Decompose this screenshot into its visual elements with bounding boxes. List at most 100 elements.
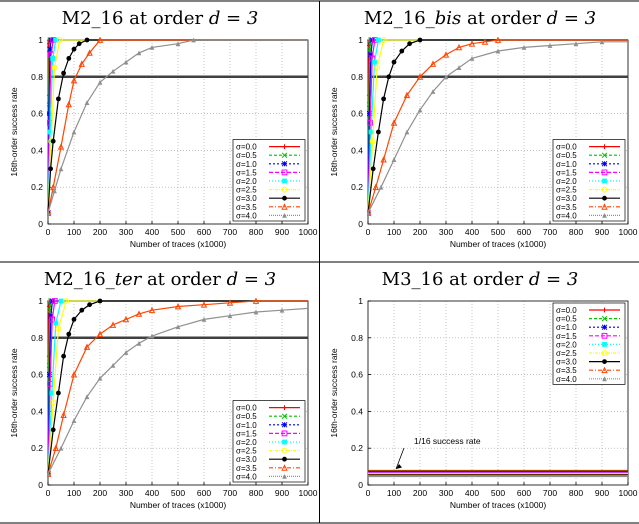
y-tick-label: 1: [38, 296, 43, 306]
legend: σ=0.0σ=0.5σ=1.0σ=1.5σ=2.0σ=2.5σ=3.0σ=3.5…: [232, 139, 306, 222]
y-tick-label: 1: [38, 35, 43, 45]
legend-label: σ=4.0: [556, 375, 577, 384]
legend-label: σ=0.5: [236, 151, 257, 160]
data-point: [378, 184, 384, 190]
series-group: [47, 37, 308, 216]
data-point: [253, 309, 259, 315]
x-tick-label: 400: [465, 227, 479, 237]
y-tick-label: 0.8: [351, 72, 363, 82]
data-point: [84, 37, 90, 43]
x-tick-label: 1000: [299, 488, 318, 498]
data-point: [50, 56, 56, 61]
data-point: [57, 143, 65, 150]
data-point: [416, 73, 424, 80]
data-point: [79, 307, 85, 313]
data-point: [370, 166, 376, 172]
y-tick-label: 0.8: [31, 72, 43, 82]
legend-marker: [602, 307, 607, 313]
x-tick-label: 300: [119, 488, 133, 498]
data-point: [70, 371, 78, 378]
data-point: [148, 306, 156, 314]
y-tick-label: 0.2: [31, 443, 43, 453]
chart-title-math: d = 3: [547, 8, 597, 29]
data-point: [71, 418, 77, 423]
annotation-text: 1/16 success rate: [414, 436, 481, 446]
x-tick-label: 700: [223, 227, 237, 237]
legend-label: σ=0.5: [556, 151, 577, 160]
legend-label: σ=4.0: [236, 211, 257, 220]
data-point: [599, 39, 605, 45]
series-line-7: [47, 39, 308, 214]
legend-label: σ=0.0: [236, 143, 257, 152]
legend-label: σ=1.5: [236, 429, 257, 438]
legend-marker: [601, 350, 608, 356]
x-tick-label: 700: [223, 488, 237, 498]
legend-marker: [282, 213, 287, 218]
data-point: [455, 43, 463, 51]
data-point: [381, 96, 386, 102]
y-tick-label: 0.6: [31, 109, 43, 119]
data-point: [70, 76, 78, 84]
data-point: [53, 37, 59, 43]
data-point: [201, 317, 207, 322]
data-point: [97, 375, 103, 381]
legend-label: σ=1.0: [556, 160, 577, 169]
chart-panel-3: M2_16_ter at order d = 3 0 100 200 300 400 500…: [9, 269, 318, 510]
legend-marker: [601, 366, 608, 374]
y-tick-label: 0.2: [351, 182, 363, 192]
data-point: [175, 41, 181, 47]
data-point: [174, 303, 182, 310]
data-point: [56, 390, 61, 396]
x-tick-label: 900: [275, 227, 289, 237]
data-point: [407, 41, 412, 47]
data-point: [49, 183, 57, 191]
legend-label: σ=2.5: [556, 186, 577, 195]
data-point: [48, 166, 53, 172]
legend-label: σ=3.0: [556, 358, 577, 367]
x-tick-label: 0: [46, 488, 51, 498]
legend-label: σ=3.5: [556, 366, 577, 375]
legend-marker: [601, 186, 608, 193]
chart-title-math: d = 3: [227, 269, 277, 290]
y-tick-label: 0.2: [31, 182, 43, 192]
legend-marker: [601, 315, 608, 322]
data-point: [71, 129, 77, 135]
x-tick-label: 800: [569, 488, 583, 498]
data-point: [403, 91, 411, 99]
data-point: [135, 310, 143, 317]
x-tick-label: 500: [171, 488, 185, 498]
legend-marker: [601, 332, 608, 339]
data-point: [97, 298, 103, 304]
data-point: [368, 129, 374, 135]
y-tick-label: 0.4: [31, 406, 43, 416]
data-point: [50, 427, 56, 433]
x-tick-label: 800: [569, 227, 583, 237]
chart-panel-2: M2_16_bis at order d = 3 0 100 200 300 400 500…: [329, 8, 638, 249]
data-point: [391, 157, 397, 162]
chart-title-text: M2_16 at order: [62, 8, 209, 29]
legend-label: σ=2.0: [236, 438, 257, 447]
data-point: [252, 298, 260, 304]
x-tick-label: 600: [197, 227, 211, 237]
x-tick-label: 600: [517, 227, 531, 237]
data-point: [227, 313, 233, 319]
x-tick-label: 500: [491, 488, 505, 498]
data-point: [386, 74, 392, 80]
data-point: [58, 445, 64, 451]
legend-label: σ=3.5: [556, 203, 577, 212]
data-point: [56, 37, 63, 43]
chart-title-text: M2_16: [364, 8, 426, 29]
series-line-6: [47, 39, 308, 214]
data-point: [122, 315, 130, 323]
legend-label: σ=0.5: [556, 315, 577, 324]
data-point: [149, 44, 155, 50]
legend-label: σ=3.0: [236, 194, 257, 203]
series-group: [368, 469, 628, 478]
x-tick-label: 400: [145, 227, 159, 237]
data-point: [391, 59, 397, 65]
data-point: [84, 394, 90, 400]
data-point: [49, 390, 55, 396]
data-point: [47, 46, 53, 52]
legend-box: [232, 139, 306, 222]
data-point: [84, 100, 90, 105]
